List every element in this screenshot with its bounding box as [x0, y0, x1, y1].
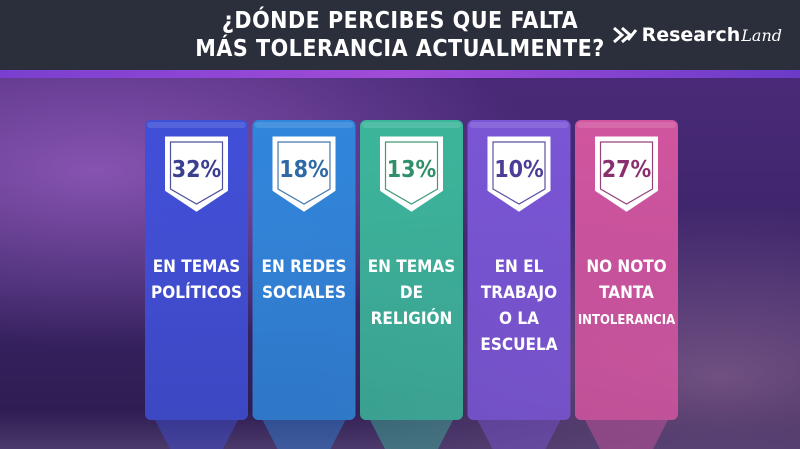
- category-card: [467, 120, 571, 420]
- category-card: [252, 120, 356, 420]
- category-card: [145, 120, 248, 420]
- category-label: O LA: [499, 309, 539, 329]
- card-reflection: [370, 420, 453, 449]
- card-reflection: [585, 420, 668, 449]
- category-label: RELIGIÓN: [371, 307, 453, 329]
- data-label: 18%: [279, 157, 329, 183]
- value-badge-inner: [599, 141, 654, 205]
- value-badge-inner: [492, 141, 546, 205]
- category-label: POLÍTICOS: [151, 281, 242, 303]
- card-reflection: [262, 420, 346, 449]
- category-label: INTOLERANCIA: [578, 313, 675, 328]
- data-label: 10%: [494, 157, 544, 183]
- card-highlight: [147, 122, 246, 128]
- category-label: EN EL: [495, 257, 544, 277]
- category-card: [575, 120, 678, 420]
- category-label: DE: [400, 283, 423, 303]
- card-reflection: [155, 420, 238, 449]
- category-label: EN TEMAS: [153, 257, 241, 277]
- header-stripe: [0, 70, 800, 78]
- category-label: EN REDES: [262, 257, 347, 277]
- card-highlight: [362, 122, 461, 128]
- value-badge-inner: [384, 141, 439, 205]
- card-highlight: [469, 122, 569, 128]
- data-label: 32%: [172, 157, 222, 183]
- data-label: 27%: [602, 157, 652, 183]
- category-label: EN TEMAS: [368, 257, 456, 277]
- value-badge-inner: [277, 141, 331, 205]
- logo-script: Land: [741, 25, 782, 45]
- title-line-2: MÁS TOLERANCIA ACTUALMENTE?: [195, 36, 605, 62]
- category-label: ESCUELA: [480, 335, 557, 355]
- card-reflection: [477, 420, 561, 449]
- header-bar: ¿DÓNDE PERCIBES QUE FALTA MÁS TOLERANCIA…: [0, 0, 800, 70]
- category-label: NO NOTO: [586, 257, 666, 277]
- researchland-logo: Research Land: [612, 22, 782, 48]
- logo-text: Research: [641, 24, 741, 46]
- title-line-1: ¿DÓNDE PERCIBES QUE FALTA: [221, 8, 579, 34]
- category-label: TANTA: [599, 283, 654, 303]
- category-card: [360, 120, 463, 420]
- value-badge-inner: [169, 141, 224, 205]
- category-label: SOCIALES: [262, 283, 346, 303]
- data-label: 13%: [387, 157, 437, 183]
- card-highlight: [577, 122, 676, 128]
- category-label: TRABAJO: [481, 283, 557, 303]
- logo-mark-icon: [612, 26, 637, 44]
- card-highlight: [254, 122, 354, 128]
